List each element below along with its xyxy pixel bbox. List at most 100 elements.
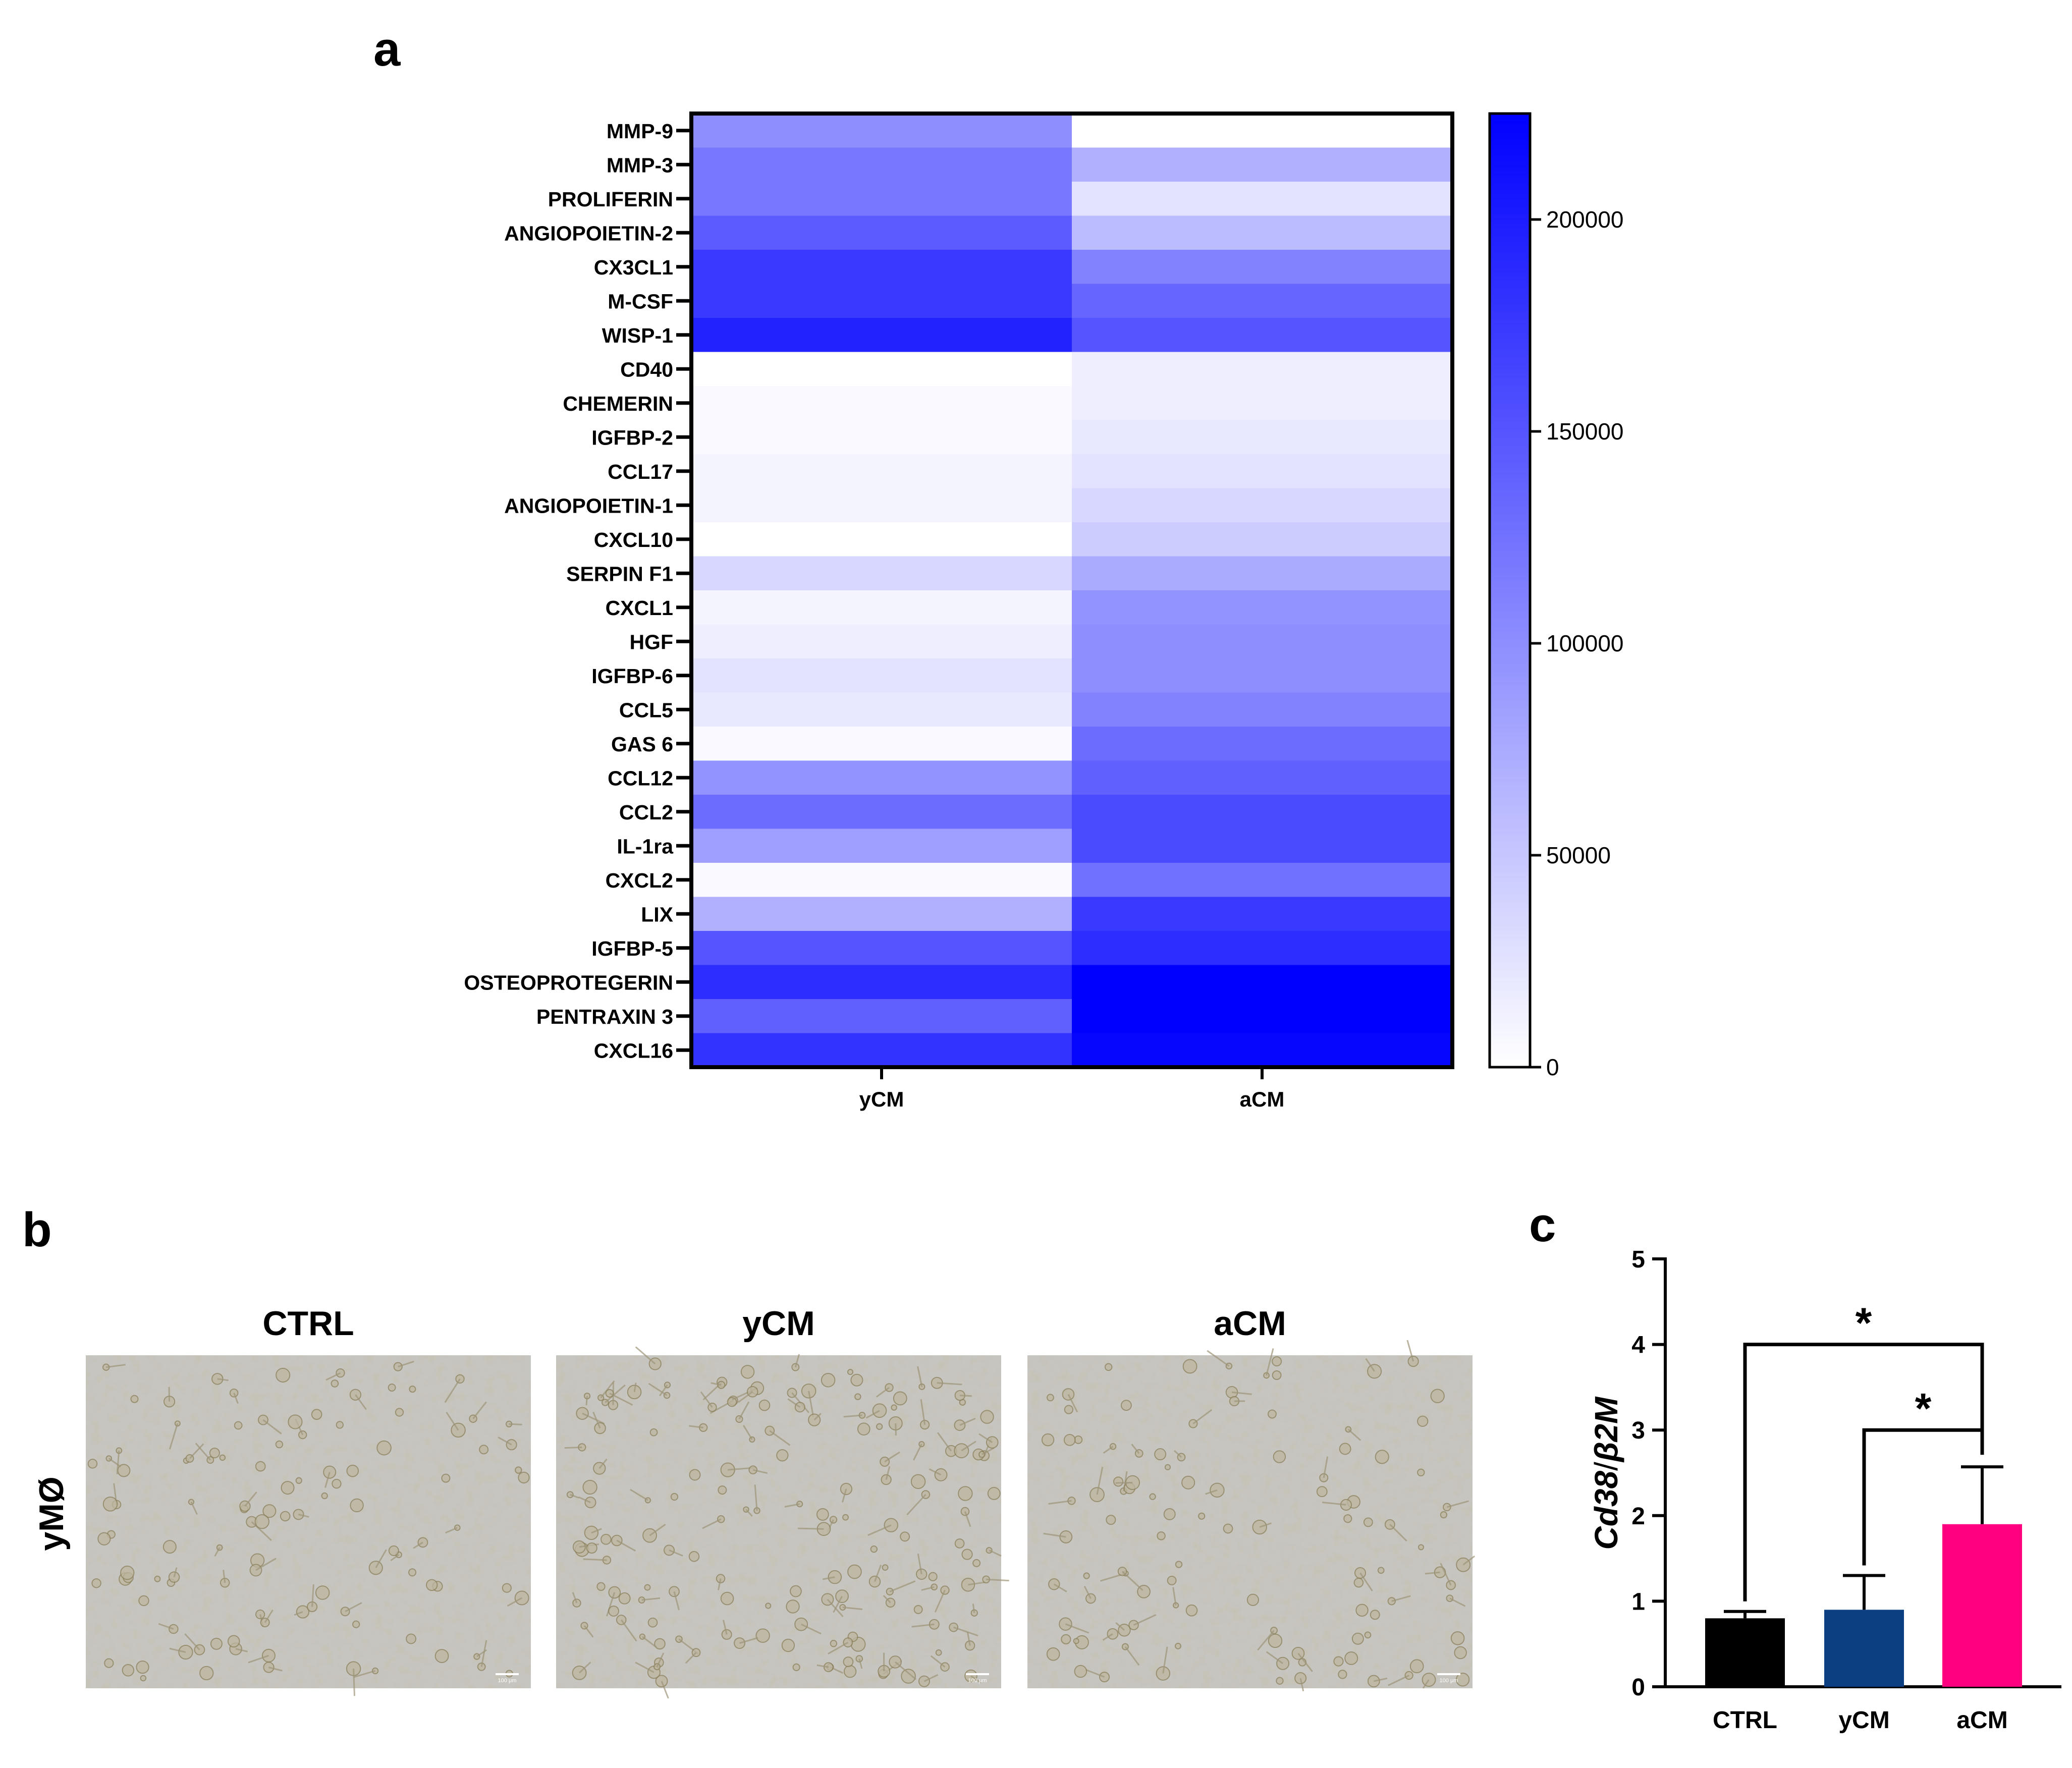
- micrograph-row-label: yMØ: [32, 1476, 71, 1551]
- heatmap-cell: [691, 522, 1072, 557]
- significance-star: *: [1915, 1385, 1932, 1432]
- scale-bar-label: 100 μm: [498, 1678, 517, 1684]
- heatmap-cell: [691, 863, 1072, 898]
- bar: [1824, 1610, 1904, 1687]
- y-tick-label: 2: [1631, 1503, 1645, 1530]
- heatmap: [691, 114, 1453, 1068]
- heatmap-cell: [1072, 795, 1453, 830]
- heatmap-cell: [1072, 727, 1453, 761]
- heatmap-cell: [691, 420, 1072, 455]
- heatmap-cell: [691, 386, 1072, 421]
- micrograph-title: aCM: [1214, 1304, 1286, 1343]
- x-tick-label: aCM: [1956, 1707, 2007, 1734]
- heatmap-cell: [691, 114, 1072, 148]
- heatmap-column-label: aCM: [1240, 1087, 1285, 1111]
- heatmap-cell: [1072, 215, 1453, 250]
- scale-bar-label: 100 μm: [968, 1678, 987, 1684]
- colorbar-tick-label: 100000: [1546, 630, 1624, 656]
- heatmap-row-label: ANGIOPOIETIN-2: [504, 222, 673, 245]
- significance-bracket: [1743, 1343, 1984, 1601]
- heatmap-row-label: SERPIN F1: [566, 562, 673, 585]
- heatmap-cell: [691, 147, 1072, 182]
- heatmap-row-label: WISP-1: [602, 324, 673, 347]
- x-tick-label: CTRL: [1713, 1707, 1777, 1734]
- heatmap-row-label: IGFBP-6: [591, 665, 673, 688]
- heatmap-cell: [1072, 863, 1453, 898]
- colorbar-tick-label: 50000: [1546, 842, 1611, 868]
- bar: [1705, 1618, 1785, 1687]
- heatmap-cell: [691, 182, 1072, 216]
- heatmap-row-label: CXCL2: [606, 869, 673, 892]
- heatmap-cell: [1072, 147, 1453, 182]
- heatmap-cell: [1072, 386, 1453, 421]
- heatmap-row-labels: MMP-9 MMP-3 PROLIFERIN ANGIOPOIETIN-2 CX3CL1…: [464, 120, 691, 1062]
- micrograph-row: CTRL 100 μm yCM 100 μm aCM 100 μm: [86, 1304, 1476, 1699]
- heatmap-cell: [1072, 318, 1453, 353]
- heatmap-row-label: LIX: [641, 903, 673, 926]
- heatmap-cell: [691, 658, 1072, 693]
- y-tick-label: 1: [1631, 1588, 1645, 1615]
- heatmap-row-label: CCL5: [619, 698, 673, 722]
- heatmap-cell: [1072, 488, 1453, 523]
- heatmap-cell: [691, 284, 1072, 318]
- scale-bar-label: 100 μm: [1440, 1678, 1458, 1684]
- heatmap-row-label: IL-1ra: [617, 835, 674, 858]
- heatmap-cell: [1072, 522, 1453, 557]
- heatmap-cell: [691, 590, 1072, 625]
- heatmap-cell: [691, 352, 1072, 386]
- heatmap-row-label: PENTRAXIN 3: [536, 1005, 673, 1028]
- y-tick-label: 5: [1631, 1246, 1645, 1273]
- heatmap-cell: [691, 556, 1072, 591]
- heatmap-row-label: IGFBP-5: [591, 937, 673, 960]
- panel-letter-c: c: [1529, 1198, 1556, 1252]
- heatmap-cell: [1072, 897, 1453, 931]
- heatmap-cell: [691, 931, 1072, 966]
- bar-chart: 0 1 2 3 4 5 Cd38/β2M CTRL yCM aCM * *: [1588, 1246, 2061, 1734]
- heatmap-cell: [691, 727, 1072, 761]
- heatmap-row-label: CXCL10: [594, 528, 673, 551]
- heatmap-row-label: OSTEOPROTEGERIN: [464, 971, 673, 994]
- heatmap-cell: [691, 999, 1072, 1034]
- heatmap-cell: [1072, 624, 1453, 659]
- heatmap-row-label: ANGIOPOIETIN-1: [504, 494, 673, 517]
- heatmap-cell: [691, 760, 1072, 795]
- y-tick-label: 4: [1631, 1332, 1645, 1359]
- heatmap-row-label: CCL17: [608, 460, 673, 483]
- heatmap-cell: [1072, 556, 1453, 591]
- heatmap-row-label: CXCL1: [606, 596, 673, 620]
- significance-bracket: [1862, 1428, 1984, 1566]
- heatmap-cell: [691, 897, 1072, 931]
- heatmap-cell: [1072, 658, 1453, 693]
- heatmap-row-label: M-CSF: [608, 290, 673, 313]
- heatmap-row-label: CHEMERIN: [563, 392, 673, 415]
- heatmap-row-label: CCL12: [608, 766, 673, 790]
- heatmap-cell: [1072, 931, 1453, 966]
- x-tick-label: yCM: [1838, 1707, 1889, 1734]
- heatmap-cell: [1072, 999, 1453, 1034]
- heatmap-row-label: MMP-3: [607, 153, 673, 177]
- y-tick-label: 3: [1631, 1417, 1645, 1444]
- heatmap-column-labels: yCM aCM: [859, 1067, 1285, 1111]
- heatmap-row-label: GAS 6: [611, 733, 673, 756]
- heatmap-cell: [1072, 828, 1453, 863]
- heatmap-cell: [691, 624, 1072, 659]
- heatmap-cell: [1072, 114, 1453, 148]
- micrograph-title: CTRL: [262, 1304, 354, 1343]
- heatmap-row-label: CX3CL1: [594, 256, 673, 279]
- colorbar-ticks: 0 50000 100000 150000 200000: [1530, 206, 1624, 1080]
- micrograph-image: [1027, 1340, 1476, 1692]
- heatmap-row-label: CXCL16: [594, 1039, 673, 1062]
- heatmap-cell: [1072, 284, 1453, 318]
- colorbar-tick-label: 150000: [1546, 418, 1624, 445]
- panel-letter-b: b: [22, 1203, 52, 1257]
- heatmap-row-label: HGF: [629, 630, 673, 653]
- heatmap-cell: [1072, 760, 1453, 795]
- significance-star: *: [1856, 1299, 1872, 1347]
- heatmap-frame: [689, 112, 1454, 1069]
- heatmap-cell: [1072, 182, 1453, 216]
- heatmap-cell: [691, 215, 1072, 250]
- colorbar-tick-label: 0: [1546, 1054, 1559, 1080]
- colorbar: [1488, 112, 1532, 1069]
- heatmap-cell: [1072, 692, 1453, 727]
- heatmap-cell: [691, 250, 1072, 285]
